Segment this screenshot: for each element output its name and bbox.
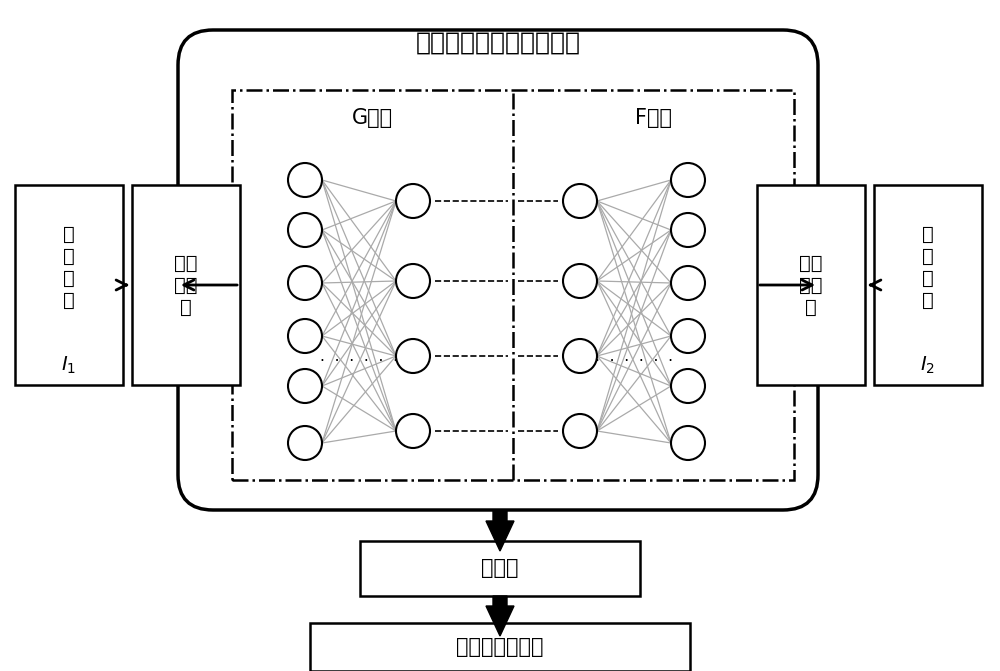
Text: ·  ·  ·  ·  ·  ·: · · · · · · [595, 354, 673, 368]
Circle shape [396, 184, 430, 218]
Text: 耦合判别特征自学习网络: 耦合判别特征自学习网络 [416, 31, 580, 55]
Circle shape [671, 319, 705, 353]
Circle shape [396, 414, 430, 448]
Circle shape [671, 213, 705, 247]
Text: G网络: G网络 [352, 108, 393, 128]
Circle shape [671, 163, 705, 197]
Circle shape [563, 414, 597, 448]
Circle shape [671, 369, 705, 403]
Circle shape [288, 369, 322, 403]
Text: $I_2$: $I_2$ [920, 354, 936, 376]
Text: $I_1$: $I_1$ [61, 354, 77, 376]
Circle shape [396, 264, 430, 298]
Bar [360, 541, 640, 596]
Circle shape [288, 426, 322, 460]
Text: 变化检测结果图: 变化检测结果图 [456, 637, 544, 657]
Circle shape [288, 213, 322, 247]
Bar [15, 185, 123, 385]
Text: 数据
预处
理: 数据 预处 理 [174, 254, 198, 317]
Text: 待
测
图
像: 待 测 图 像 [63, 225, 75, 309]
Circle shape [563, 264, 597, 298]
Text: 差异图: 差异图 [481, 558, 519, 578]
Text: 待
测
图
像: 待 测 图 像 [922, 225, 934, 309]
Text: ·  ·  ·  ·  ·  ·: · · · · · · [320, 354, 398, 368]
Bar [132, 185, 240, 385]
Circle shape [288, 163, 322, 197]
Bar [310, 623, 690, 671]
Circle shape [396, 339, 430, 373]
Circle shape [671, 426, 705, 460]
Circle shape [671, 266, 705, 300]
Polygon shape [486, 596, 514, 636]
Text: 数据
预处
理: 数据 预处 理 [799, 254, 823, 317]
Circle shape [288, 266, 322, 300]
Circle shape [563, 184, 597, 218]
FancyBboxPatch shape [178, 30, 818, 510]
Circle shape [563, 339, 597, 373]
Polygon shape [486, 510, 514, 551]
Text: F网络: F网络 [635, 108, 672, 128]
Bar [874, 185, 982, 385]
Bar [232, 90, 794, 480]
Circle shape [288, 319, 322, 353]
Bar [757, 185, 865, 385]
